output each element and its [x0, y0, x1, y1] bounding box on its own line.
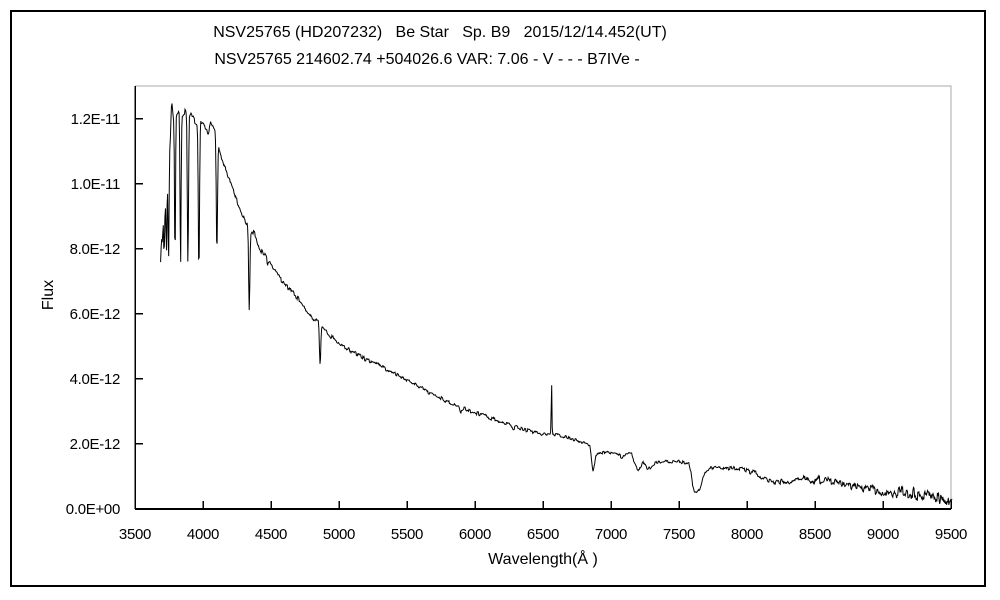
- y-tick-label: 2.0E-12: [69, 435, 121, 453]
- figure-border: [10, 10, 986, 587]
- y-tick-label: 1.2E-11: [70, 110, 121, 128]
- spectrum-trace: [160, 103, 953, 506]
- x-tick-label: 9000: [866, 526, 900, 543]
- y-tick-label: 8.0E-12: [69, 240, 121, 258]
- y-tick-label: 4.0E-12: [69, 370, 121, 388]
- x-tick-label: 6500: [526, 526, 560, 543]
- x-tick-label: 7000: [594, 526, 628, 543]
- x-tick-label: 7500: [662, 526, 696, 543]
- title-line-2: NSV25765 214602.74 +504026.6 VAR: 7.06 -…: [214, 51, 640, 68]
- title-line-1: NSV25765 (HD207232) Be Star Sp. B9 2015/…: [213, 24, 667, 41]
- x-tick-label: 8500: [798, 526, 832, 543]
- x-tick-label: 6000: [458, 526, 492, 543]
- x-tick-label: 4000: [186, 526, 220, 543]
- x-axis-label: Wavelength(Å ): [488, 551, 598, 568]
- y-tick-label: 1.0E-11: [70, 175, 121, 193]
- x-tick-label: 5000: [322, 526, 356, 543]
- x-tick-label: 4500: [254, 526, 288, 543]
- x-tick-label: 5500: [390, 526, 424, 543]
- x-tick-label: 8000: [730, 526, 764, 543]
- x-tick-label: 9500: [934, 526, 968, 543]
- x-tick-label: 3500: [118, 526, 152, 543]
- plot-frame: [135, 85, 952, 509]
- y-tick-label: 0.0E+00: [65, 501, 121, 518]
- y-tick-label: 6.0E-12: [69, 305, 121, 323]
